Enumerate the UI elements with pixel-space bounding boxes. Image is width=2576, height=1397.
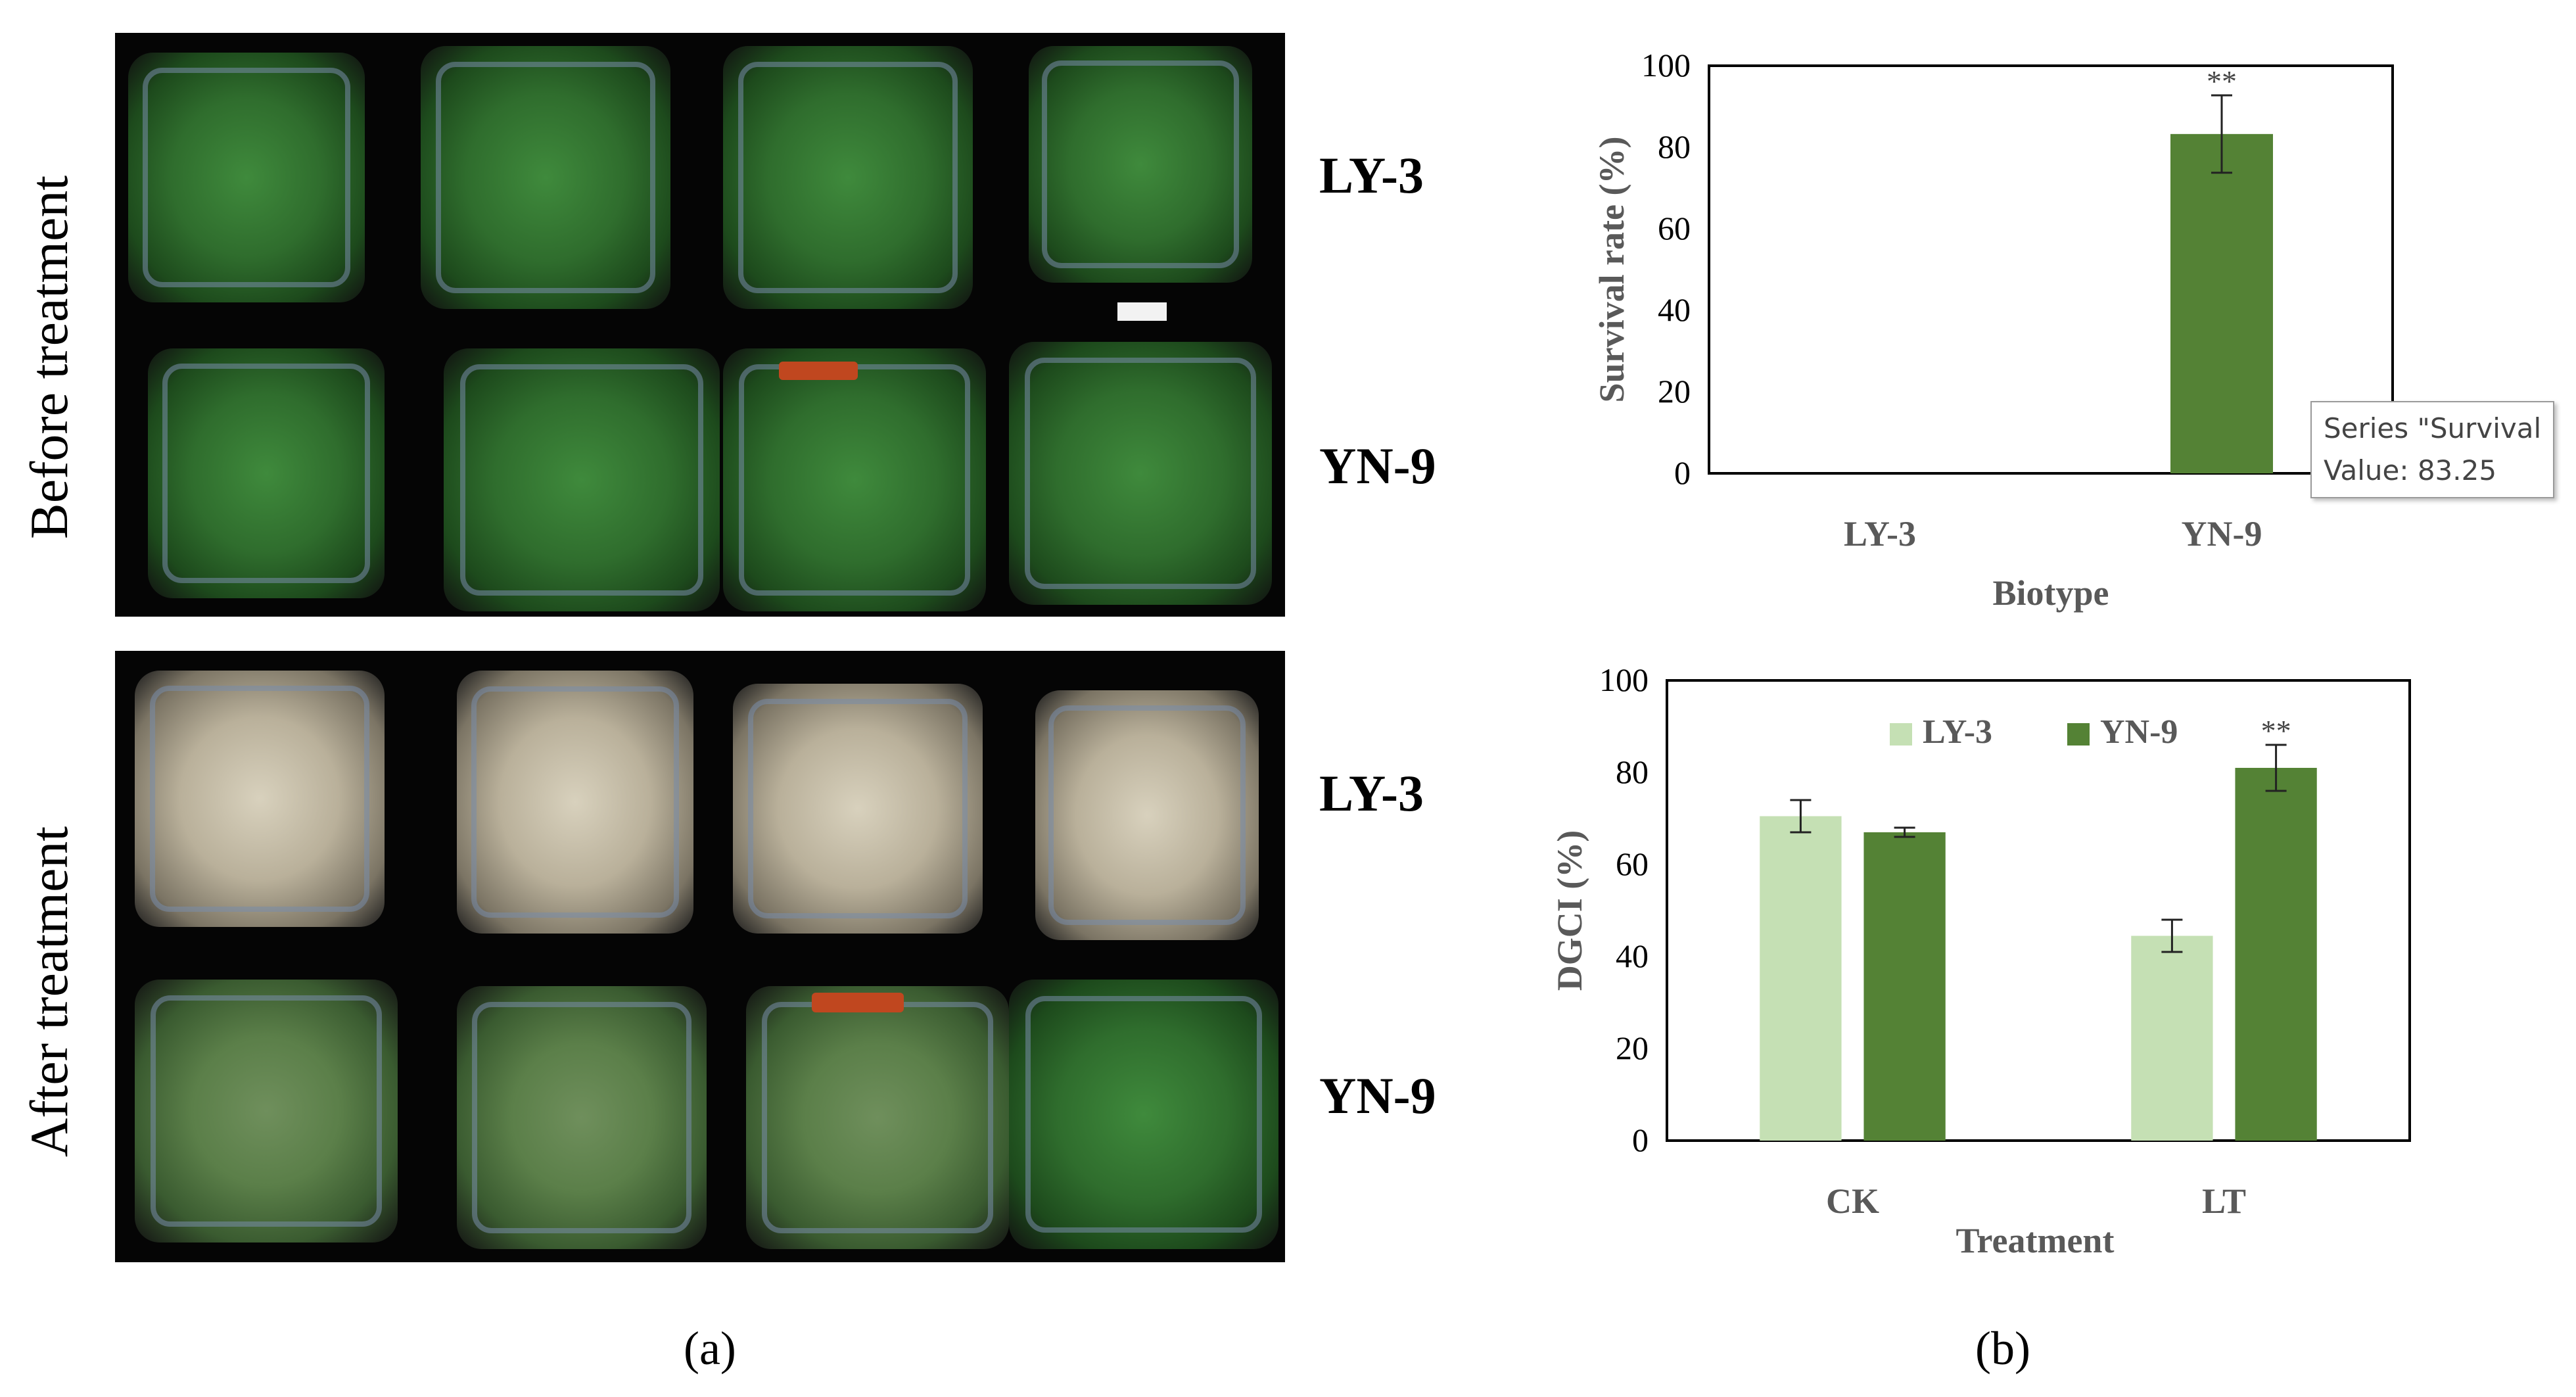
- x-tick-label: YN-9: [2182, 514, 2262, 554]
- photo-after-treatment: [115, 651, 1285, 1262]
- pot-yn9-3-after: [746, 986, 1009, 1249]
- plot-frame: [1666, 679, 2411, 1142]
- legend-swatch: [1890, 723, 1912, 746]
- significance-mark: **: [2207, 64, 2237, 98]
- row-label-after-ly3: LY-3: [1319, 765, 1424, 822]
- pot-ly3-3-after: [733, 684, 983, 934]
- pot-ly3-4-after: [1035, 690, 1259, 940]
- bar: [1863, 832, 1946, 1141]
- survival-chart: 0 20 40 60 80 100 Survival rate (%) LY-3 YN-9 ** B…: [1592, 47, 2394, 613]
- bar: [2235, 768, 2317, 1141]
- scale-bar: [1117, 302, 1167, 321]
- y-tick-label: 0: [1632, 1122, 1649, 1158]
- bar: [1760, 816, 1842, 1141]
- pot-yn9-2-after: [457, 986, 707, 1249]
- panel-label-b: (b): [1975, 1322, 2030, 1375]
- pot-yn9-2: [444, 348, 720, 611]
- y-tick-label: 100: [1641, 47, 1691, 83]
- y-tick-label: 0: [1674, 454, 1691, 491]
- tooltip-series: Series "Survival: [2324, 412, 2542, 444]
- row-label-after-yn9: YN-9: [1319, 1067, 1436, 1124]
- plot-frame: [1708, 64, 2394, 475]
- x-tick-label: LY-3: [1844, 514, 1916, 554]
- x-tick-label: LT: [2202, 1181, 2246, 1221]
- x-axis-label: Treatment: [1956, 1221, 2115, 1260]
- dgci-chart: 0 20 40 60 80 100 DGCI (%) CK LT ** Treatment LY-3 Y…: [1550, 661, 2411, 1260]
- tooltip-value: Value: 83.25: [2324, 454, 2497, 486]
- pot-tag: [779, 362, 858, 380]
- y-tick-label: 20: [1616, 1030, 1649, 1066]
- y-tick-label: 60: [1616, 845, 1649, 882]
- survival-chart-plot: 0 20 40 60 80 100 Survival rate (%) LY-3 YN-9 ** B…: [1592, 47, 2394, 613]
- y-axis-label: DGCI (%): [1550, 830, 1589, 991]
- pot-yn9-1: [148, 348, 385, 598]
- pot-ly3-3: [723, 46, 973, 309]
- section-label-after: After treatment: [19, 826, 79, 1157]
- y-tick-label: 40: [1616, 937, 1649, 974]
- pot-yn9-3: [723, 348, 986, 611]
- chart-tooltip: Series "Survival Value: 83.25: [2310, 401, 2555, 498]
- y-tick-label: 100: [1599, 661, 1649, 698]
- panel-label-a: (a): [684, 1322, 736, 1375]
- legend-swatch: [2067, 723, 2090, 746]
- row-label-before-yn9: YN-9: [1319, 437, 1436, 494]
- x-axis-label: Biotype: [1992, 573, 2109, 613]
- y-tick-label: 80: [1616, 753, 1649, 790]
- pot-ly3-2: [421, 46, 670, 309]
- pot-yn9-1-after: [135, 980, 398, 1243]
- pot-yn9-4: [1009, 342, 1272, 605]
- y-tick-label: 60: [1658, 210, 1691, 247]
- pot-ly3-1: [128, 53, 365, 302]
- dgci-chart-plot: 0 20 40 60 80 100 DGCI (%) CK LT ** Treatment LY-3 Y…: [1550, 661, 2411, 1260]
- legend-label: YN-9: [2100, 713, 2178, 751]
- y-tick-label: 80: [1658, 128, 1691, 165]
- y-tick-label: 20: [1658, 373, 1691, 410]
- legend-label: LY-3: [1923, 713, 1992, 751]
- y-tick-label: 40: [1658, 291, 1691, 328]
- section-label-before: Before treatment: [19, 175, 79, 539]
- pot-yn9-4-after: [1009, 980, 1278, 1249]
- y-axis-label: Survival rate (%): [1592, 137, 1631, 403]
- x-tick-label: CK: [1826, 1181, 1879, 1221]
- row-label-before-ly3: LY-3: [1319, 147, 1424, 204]
- pot-tag-after: [812, 993, 904, 1012]
- photo-before-treatment: [115, 33, 1285, 617]
- pot-ly3-4: [1029, 46, 1252, 283]
- significance-mark: **: [2261, 714, 2291, 747]
- bar: [2170, 133, 2273, 474]
- pot-ly3-2-after: [457, 671, 693, 934]
- bar: [2131, 935, 2213, 1141]
- pot-ly3-1-after: [135, 671, 385, 927]
